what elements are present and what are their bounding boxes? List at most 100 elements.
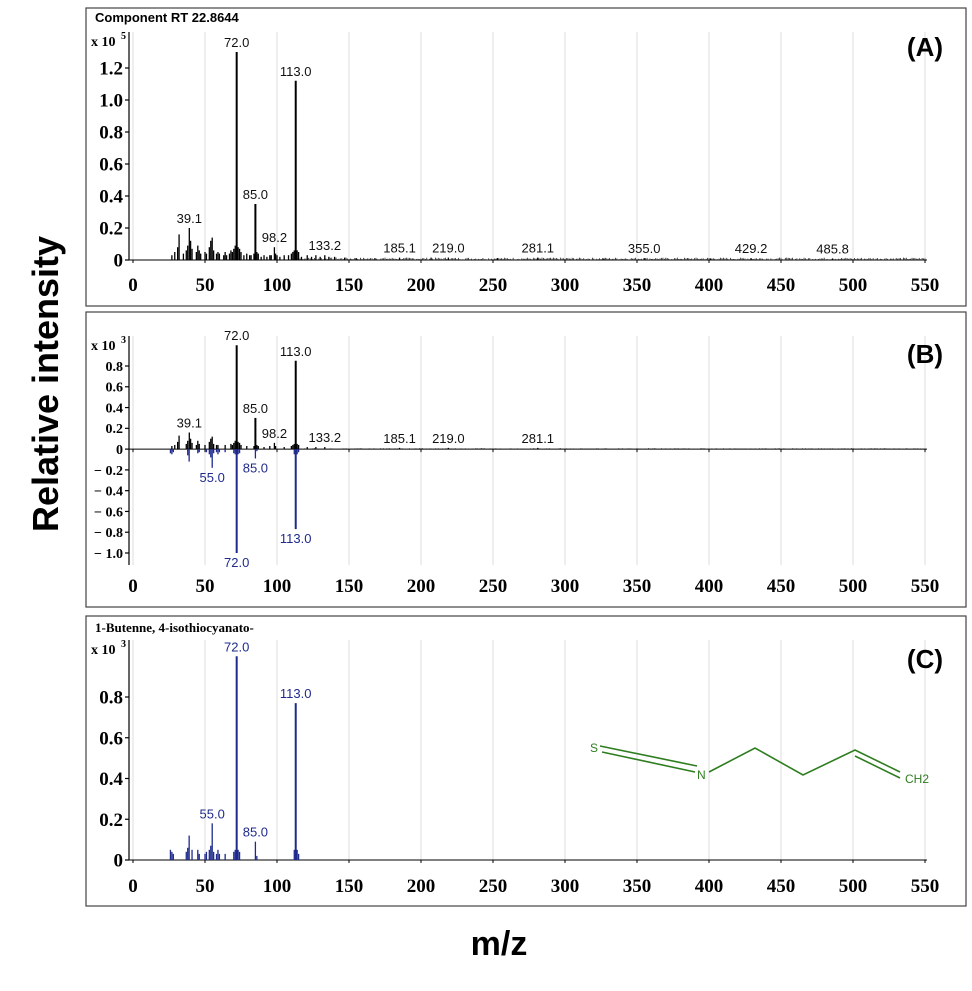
x-tick-label: 50 (196, 275, 215, 296)
y-tick-label: 0.8 (106, 360, 124, 375)
x-tick-label: 100 (263, 576, 292, 597)
peak-label: 72.0 (224, 639, 249, 654)
panel-b: − 1.0 − 0.8 − 0.6 − 0.4 − 0.2 0 0.2 0.4 0.6 0.8 x … (85, 311, 967, 608)
bond-s-c (601, 751, 696, 773)
peak-label: 72.0 (224, 35, 249, 50)
y-tick-label: 0.2 (99, 219, 123, 240)
y-tick-label: 1.2 (99, 59, 123, 80)
y-multiplier-exponent: 3 (121, 335, 126, 346)
peak-label: 72.0 (224, 328, 249, 343)
x-tick-label: 500 (839, 275, 868, 296)
y-tick-label: 0 (114, 251, 124, 272)
x-tick-label: 0 (128, 576, 138, 597)
y-tick-label: 0.6 (99, 155, 123, 176)
peak-label: 39.1 (177, 415, 202, 430)
panel-letter: (A) (907, 32, 943, 62)
x-tick-label: 250 (479, 275, 508, 296)
y-tick-label: 0.4 (99, 187, 123, 208)
x-tick-label: 550 (911, 275, 940, 296)
panel-c: 00.20.40.60.8x 10 30 50 100 150 200 250 300 350 4… (85, 615, 967, 907)
y-multiplier-label: x 10 (91, 643, 116, 658)
peak-label: 85.0 (243, 460, 268, 475)
x-tick-label: 500 (839, 876, 868, 897)
series-component-upper- (171, 345, 539, 450)
x-tick-label: 500 (839, 576, 868, 597)
x-tick-label: 400 (695, 876, 724, 897)
x-tick-label: 450 (767, 876, 796, 897)
peak-label: 185.1 (383, 431, 416, 446)
panel-frame (85, 7, 967, 307)
y-tick-label: 0.8 (99, 688, 123, 709)
peak-label: 133.2 (309, 238, 342, 253)
x-tick-label: 200 (407, 275, 436, 296)
panel-frame (85, 311, 967, 608)
x-tick-label: 50 (196, 876, 215, 897)
y-tick-label: 0.6 (106, 381, 124, 396)
panel-a: 00.20.40.60.81.01.2x 10 50 50 100 150 200 250 3… (85, 7, 967, 307)
molecule-structure: S N CH2 (590, 741, 929, 786)
x-tick-label: 250 (479, 576, 508, 597)
x-tick-label: 300 (551, 576, 580, 597)
x-tick-label: 150 (335, 275, 364, 296)
y-tick-label: 0.8 (99, 123, 123, 144)
peak-label: 281.1 (522, 431, 555, 446)
bond-terminal-double (854, 755, 901, 779)
y-tick-label: − 1.0 (94, 547, 123, 562)
x-tick-label: 0 (128, 876, 138, 897)
y-multiplier-label: x 10 (91, 339, 116, 354)
peak-label: 72.0 (224, 555, 249, 570)
atom-n: N (697, 768, 706, 782)
y-tick-label: 0.2 (106, 422, 124, 437)
x-tick-label: 150 (335, 576, 364, 597)
series-library-spectrum (169, 656, 300, 860)
x-tick-label: 250 (479, 876, 508, 897)
x-tick-label: 350 (623, 876, 652, 897)
peak-label: 429.2 (735, 241, 768, 256)
y-multiplier-label: x 10 (91, 35, 116, 50)
x-tick-label: 400 (695, 576, 724, 597)
y-tick-label: 0.4 (106, 401, 124, 416)
peak-label: 133.2 (309, 430, 342, 445)
peak-label: 113.0 (280, 64, 312, 79)
x-tick-label: 450 (767, 576, 796, 597)
peak-label: 85.0 (243, 825, 268, 840)
x-tick-label: 0 (128, 275, 138, 296)
x-tick-label: 50 (196, 576, 215, 597)
y-tick-label: − 0.4 (94, 485, 123, 500)
y-tick-label: 0 (114, 851, 124, 872)
atom-ch2: CH2 (905, 772, 929, 786)
y-tick-label: 0.4 (99, 769, 123, 790)
x-tick-label: 100 (263, 275, 292, 296)
y-tick-label: − 0.6 (94, 505, 123, 520)
peak-label: 219.0 (432, 241, 465, 256)
x-tick-label: 200 (407, 876, 436, 897)
x-axis-title: m/z (471, 925, 528, 963)
bond-s-c-double (599, 745, 698, 767)
peak-label: 219.0 (432, 431, 465, 446)
y-tick-label: 0.6 (99, 728, 123, 749)
x-tick-label: 400 (695, 275, 724, 296)
peak-label: 98.2 (262, 426, 287, 441)
y-axis-title: Relative intensity (25, 236, 66, 532)
x-tick-label: 350 (623, 275, 652, 296)
x-tick-label: 450 (767, 275, 796, 296)
peak-label: 85.0 (243, 401, 268, 416)
x-tick-label: 550 (911, 876, 940, 897)
peak-label: 85.0 (243, 187, 268, 202)
y-tick-label: 0.2 (99, 810, 123, 831)
peak-label: 39.1 (177, 211, 202, 226)
series-library-lower-mirrored- (169, 449, 300, 553)
peak-label: 281.1 (522, 241, 555, 256)
x-tick-label: 300 (551, 876, 580, 897)
x-tick-label: 150 (335, 876, 364, 897)
peak-label: 113.0 (280, 344, 312, 359)
panel-title: 1-Butenne, 4-isothiocyanato- (95, 620, 254, 635)
x-tick-label: 200 (407, 576, 436, 597)
y-multiplier-exponent: 5 (121, 31, 126, 42)
x-tick-label: 350 (623, 576, 652, 597)
x-tick-label: 300 (551, 275, 580, 296)
series-component-spectrum (171, 52, 834, 260)
y-tick-label: − 0.2 (94, 464, 123, 479)
y-tick-label: − 0.8 (94, 526, 123, 541)
